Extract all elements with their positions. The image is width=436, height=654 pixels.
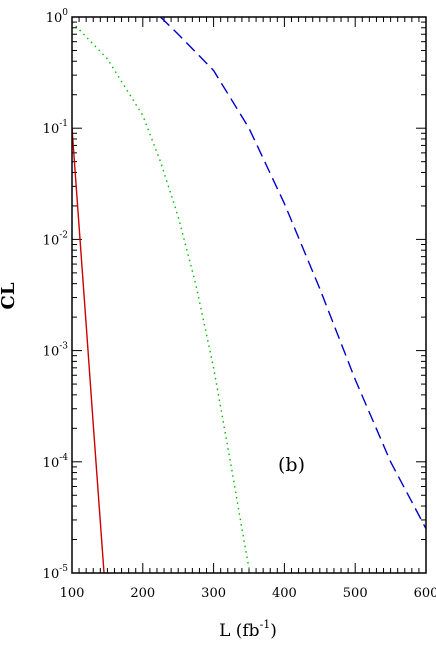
y-tick-label: 10-1 bbox=[43, 119, 68, 137]
tick-marks bbox=[71, 17, 427, 574]
x-axis-title: L (fb-1) bbox=[219, 618, 277, 641]
series-layer bbox=[72, 17, 426, 573]
x-tick-label: 100 bbox=[60, 586, 85, 601]
plot-frame bbox=[71, 16, 427, 574]
y-axis-title: CL bbox=[0, 282, 19, 309]
x-tick-label: 300 bbox=[201, 586, 226, 601]
y-tick-label: 10-5 bbox=[43, 564, 69, 582]
y-tick-label: 10-2 bbox=[43, 230, 68, 248]
x-tick-label: 600 bbox=[414, 586, 436, 601]
x-tick-label: 500 bbox=[343, 586, 368, 601]
x-tick-label: 400 bbox=[272, 586, 297, 601]
y-tick-labels: 10-5 10-4 10-3 10-2 10-1 100 bbox=[43, 8, 69, 582]
x-tick-labels: 100 200 300 400 500 600 bbox=[60, 586, 436, 601]
y-tick-label: 10-3 bbox=[43, 342, 69, 360]
series-line-dashed bbox=[142, 17, 426, 530]
x-tick-label: 200 bbox=[130, 586, 155, 601]
y-tick-label: 100 bbox=[46, 8, 69, 26]
y-tick-label: 10-4 bbox=[43, 453, 69, 471]
annotation-label: (b) bbox=[278, 454, 305, 476]
series-line-solid bbox=[72, 128, 105, 573]
